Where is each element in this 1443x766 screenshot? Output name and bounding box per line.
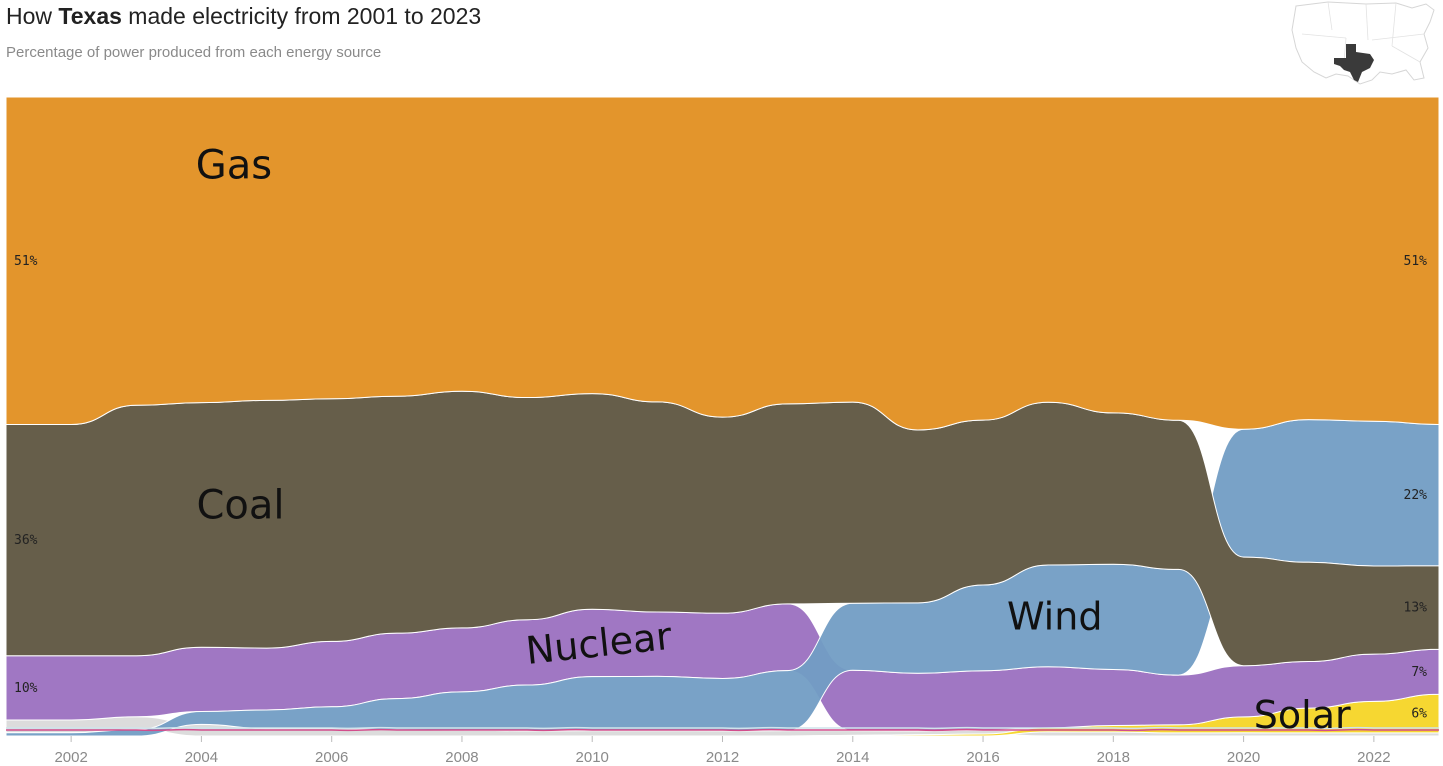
end-percent-coal: 13% [1404,601,1428,616]
title-state: Texas [58,3,122,29]
percent-labels: 51% 36% 10% 51% 22% 13% 7% 6% [14,254,1427,722]
end-percent-nuclear: 7% [1411,665,1427,680]
x-tick-label-2018: 2018 [1097,749,1130,766]
end-percent-wind: 22% [1404,488,1428,503]
x-tick-label-2016: 2016 [966,749,999,766]
x-tick-label-2012: 2012 [706,749,739,766]
x-axis-ticks: 2002 2004 2006 2008 2010 2012 2014 2016 2018 2020… [54,736,1391,766]
x-tick-label-2002: 2002 [54,749,87,766]
x-tick-label-2014: 2014 [836,749,869,766]
end-percent-solar: 6% [1411,707,1427,722]
title-suffix: made electricity from 2001 to 2023 [121,3,482,29]
start-percent-gas: 51% [14,254,38,269]
x-tick-label-2020: 2020 [1227,749,1260,766]
chart-title: How Texas made electricity from 2001 to … [6,3,481,30]
area-band-gas[interactable] [5,96,1440,431]
x-tick-label-2004: 2004 [185,749,218,766]
x-tick-label-2008: 2008 [445,749,478,766]
chart-subtitle: Percentage of power produced from each e… [6,44,382,61]
minor-source-line-2 [6,728,1439,732]
source-label-gas: Gas [196,142,272,188]
source-label-coal: Coal [196,483,284,529]
start-percent-coal: 36% [14,533,38,548]
minor-source-line-1 [6,726,1440,730]
source-label-solar: Solar [1254,693,1351,737]
x-tick-label-2022: 2022 [1357,749,1390,766]
start-percent-nuclear: 10% [14,681,38,696]
area-bands [5,96,1440,737]
end-percent-gas: 51% [1404,254,1428,269]
x-tick-label-2010: 2010 [576,749,609,766]
area-band-solar[interactable] [6,693,1440,737]
x-tick-label-2006: 2006 [315,749,348,766]
us-map-texas-highlighted-icon [1291,1,1435,85]
source-label-wind: Wind [1007,594,1103,638]
title-prefix: How [6,3,59,29]
